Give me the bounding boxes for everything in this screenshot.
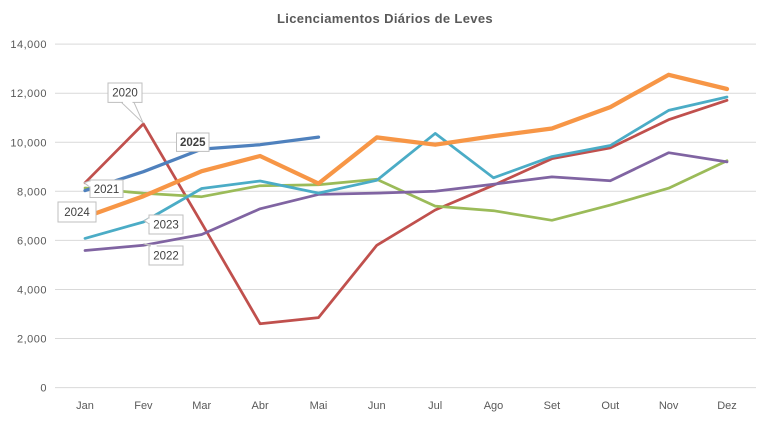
svg-text:12,000: 12,000: [10, 88, 47, 100]
svg-text:Ago: Ago: [484, 400, 504, 412]
svg-text:4,000: 4,000: [17, 285, 47, 297]
svg-text:Jun: Jun: [368, 400, 386, 412]
svg-text:Mar: Mar: [192, 400, 211, 412]
svg-text:6,000: 6,000: [17, 235, 47, 247]
svg-text:Dez: Dez: [717, 400, 737, 412]
svg-text:2024: 2024: [64, 207, 90, 219]
svg-text:Nov: Nov: [659, 400, 679, 412]
svg-text:14,000: 14,000: [10, 39, 47, 51]
svg-text:Licenciamentos Diários de Leve: Licenciamentos Diários de Leves: [277, 11, 493, 26]
svg-text:2021: 2021: [94, 184, 120, 196]
svg-text:2023: 2023: [153, 220, 179, 232]
svg-text:Jul: Jul: [428, 400, 442, 412]
svg-text:Jan: Jan: [76, 400, 94, 412]
svg-text:Abr: Abr: [252, 400, 269, 412]
svg-text:2020: 2020: [112, 88, 138, 100]
svg-text:Out: Out: [601, 400, 619, 412]
svg-text:2,000: 2,000: [17, 334, 47, 346]
svg-text:8,000: 8,000: [17, 186, 47, 198]
svg-text:Mai: Mai: [310, 400, 328, 412]
svg-text:Fev: Fev: [134, 400, 153, 412]
svg-text:0: 0: [40, 383, 47, 395]
svg-text:2025: 2025: [180, 137, 206, 149]
svg-text:2022: 2022: [153, 251, 179, 263]
svg-text:10,000: 10,000: [10, 137, 47, 149]
svg-text:Set: Set: [544, 400, 561, 412]
